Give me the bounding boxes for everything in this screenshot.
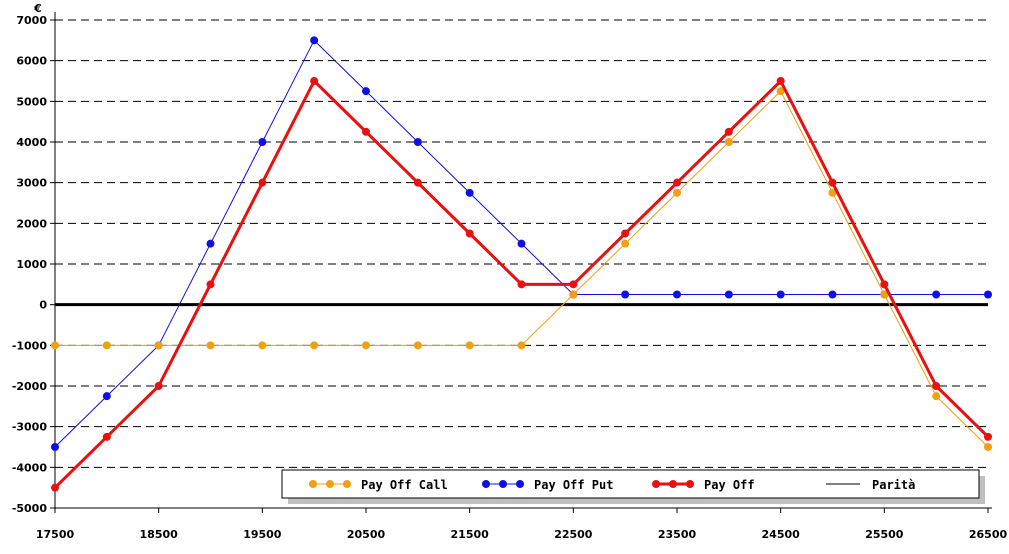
- data-point-pay-off-put: [517, 239, 526, 248]
- y-tick-label: -5000: [12, 502, 48, 515]
- data-point-pay-off-call: [310, 341, 319, 350]
- y-tick-label: 6000: [16, 55, 47, 68]
- data-point-pay-off-call: [932, 392, 941, 401]
- data-point-pay-off-call: [154, 341, 163, 350]
- data-point-pay-off-put: [673, 290, 681, 299]
- series-layer: [51, 36, 992, 492]
- legend-marker-pay-off-put: [516, 480, 524, 488]
- data-point-pay-off-call: [724, 138, 733, 146]
- data-point-pay-off: [517, 280, 526, 289]
- x-tick-label: 21500: [451, 528, 490, 541]
- y-tick-label: -2000: [12, 380, 48, 393]
- data-point-pay-off: [673, 178, 681, 187]
- x-tick-label: 23500: [658, 528, 697, 541]
- data-point-pay-off-call: [206, 341, 215, 350]
- data-point-pay-off-call: [413, 341, 422, 350]
- data-point-pay-off: [258, 178, 267, 187]
- data-point-pay-off: [465, 229, 474, 238]
- data-point-pay-off: [51, 483, 59, 492]
- data-point-pay-off-put: [776, 290, 785, 299]
- y-tick-label: -4000: [12, 461, 48, 474]
- x-tick-label: 25500: [865, 528, 904, 541]
- legend-marker-pay-off: [669, 480, 677, 488]
- data-point-pay-off: [569, 280, 578, 289]
- legend-box: [281, 469, 980, 499]
- series-line-pay-off-call: [55, 90, 989, 448]
- x-tick-label: 17500: [36, 528, 75, 541]
- data-point-pay-off: [413, 178, 422, 187]
- x-tick-label: 18500: [140, 528, 179, 541]
- data-point-pay-off-put: [984, 290, 992, 299]
- data-point-pay-off-call: [621, 239, 630, 248]
- data-point-pay-off: [154, 382, 163, 390]
- data-point-pay-off-call: [51, 341, 59, 350]
- data-point-pay-off-put: [51, 443, 59, 451]
- y-tick-label: 2000: [16, 217, 47, 230]
- legend-label-pay-off-call: Pay Off Call: [361, 478, 448, 492]
- legend-marker-pay-off-call: [343, 480, 351, 488]
- data-point-pay-off-put: [310, 36, 319, 45]
- data-point-pay-off: [984, 432, 992, 441]
- y-tick-label: -3000: [12, 421, 48, 434]
- y-axis-unit: €: [33, 2, 42, 15]
- legend: Pay Off Call Pay Off Put Pay Off Parità: [281, 469, 985, 504]
- x-tick-label: 26500: [969, 528, 1008, 541]
- data-point-pay-off-call: [776, 87, 785, 96]
- legend-label-pay-off-put: Pay Off Put: [534, 478, 613, 492]
- data-point-pay-off-put: [206, 239, 215, 248]
- data-point-pay-off-call: [984, 443, 992, 451]
- data-point-pay-off: [362, 127, 370, 136]
- data-point-pay-off-call: [362, 341, 370, 350]
- data-point-pay-off: [102, 432, 111, 441]
- data-point-pay-off: [310, 77, 319, 85]
- axes: 7000 6000 5000 4000 3000 2000 1000 0 -1000 -2000 -…: [12, 2, 1008, 541]
- x-tick-label: 24500: [762, 528, 801, 541]
- data-point-pay-off-put: [828, 290, 837, 299]
- y-tick-label: 0: [39, 299, 47, 312]
- data-point-pay-off: [724, 127, 733, 136]
- legend-marker-pay-off: [652, 480, 660, 488]
- data-point-pay-off-call: [258, 341, 267, 350]
- legend-marker-pay-off-call: [309, 480, 317, 488]
- x-tick-label: 19500: [243, 528, 282, 541]
- data-point-pay-off: [932, 382, 941, 390]
- data-point-pay-off: [206, 280, 215, 289]
- data-point-pay-off-put: [724, 290, 733, 299]
- data-point-pay-off-put: [621, 290, 630, 299]
- data-point-pay-off-call: [880, 290, 889, 299]
- data-point-pay-off-call: [569, 290, 578, 299]
- x-tick-label: 22500: [554, 528, 593, 541]
- y-tick-label: -1000: [12, 339, 48, 352]
- data-point-pay-off: [828, 178, 837, 187]
- legend-label-parit-: Parità: [872, 478, 915, 492]
- y-tick-label: 3000: [16, 177, 47, 190]
- legend-label-pay-off: Pay Off: [704, 478, 755, 492]
- y-tick-label: 1000: [16, 258, 47, 271]
- data-point-pay-off-put: [258, 138, 267, 146]
- y-tick-label: 4000: [16, 136, 47, 149]
- y-tick-label: 5000: [16, 95, 47, 108]
- data-point-pay-off-call: [102, 341, 111, 350]
- data-point-pay-off-put: [362, 87, 370, 96]
- data-point-pay-off-call: [673, 188, 681, 197]
- data-point-pay-off-put: [465, 188, 474, 197]
- data-point-pay-off: [776, 77, 785, 85]
- data-point-pay-off: [621, 229, 630, 238]
- data-point-pay-off-call: [517, 341, 526, 350]
- legend-marker-pay-off-put: [482, 480, 490, 488]
- legend-marker-pay-off: [686, 480, 694, 488]
- data-point-pay-off-put: [102, 392, 111, 401]
- y-tick-label: 7000: [16, 14, 47, 27]
- data-point-pay-off-call: [828, 188, 837, 197]
- data-point-pay-off-put: [932, 290, 941, 299]
- data-point-pay-off-call: [465, 341, 474, 350]
- data-point-pay-off: [880, 280, 889, 289]
- x-tick-label: 20500: [347, 528, 386, 541]
- data-point-pay-off-put: [413, 138, 422, 146]
- legend-marker-pay-off-put: [499, 480, 507, 488]
- legend-marker-pay-off-call: [326, 480, 334, 488]
